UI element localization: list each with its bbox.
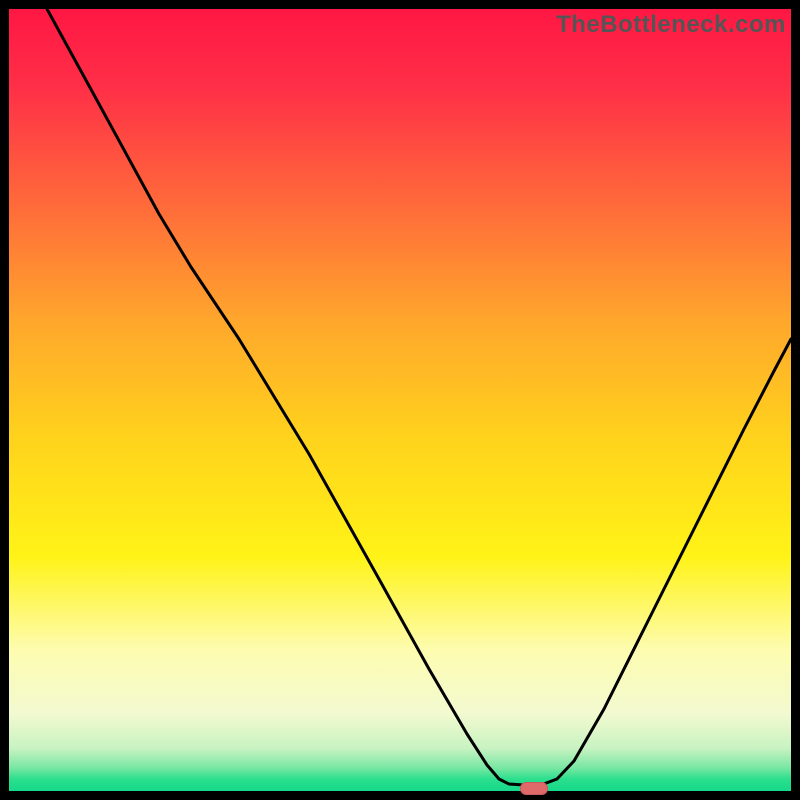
bottleneck-curve: [0, 0, 800, 800]
chart-frame: TheBottleneck.com: [0, 0, 800, 800]
minimum-marker: [520, 782, 548, 795]
watermark-text: TheBottleneck.com: [556, 11, 786, 39]
